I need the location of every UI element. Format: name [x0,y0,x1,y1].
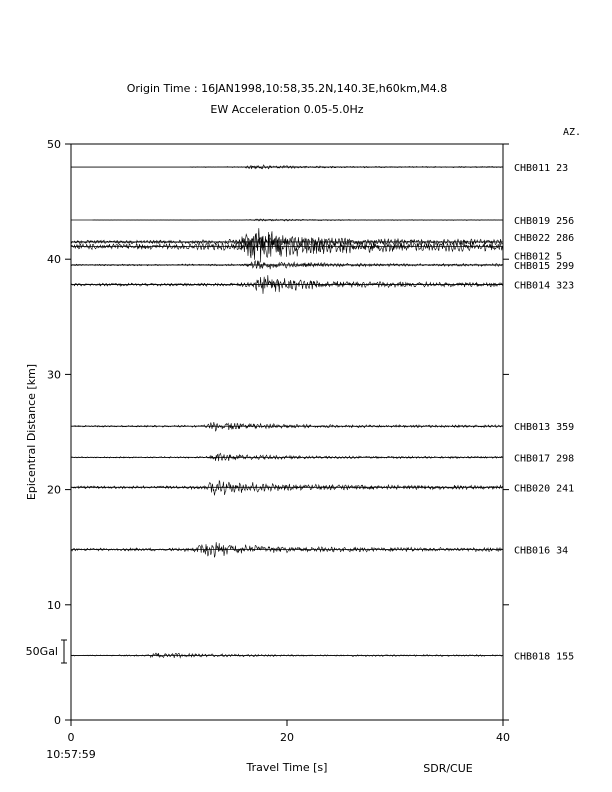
x-tick-label: 0 [68,731,75,744]
waveform-chb020 [70,479,503,496]
credit-label: SDR/CUE [423,762,473,775]
x-axis-title: Travel Time [s] [246,761,328,774]
station-label-chb015: CHB015 299 [514,261,574,272]
waveform-chb013 [70,421,503,432]
axis-ticks: 0 10 20 30 40 50 0 20 40 [47,138,510,744]
station-label-chb017: CHB017 298 [514,453,574,464]
waveform-chb019 [92,218,503,222]
start-time-label: 10:57:59 [46,748,95,761]
waveform-chb018 [70,652,503,659]
y-tick-label: 30 [47,368,61,381]
station-label-chb020: CHB020 241 [514,483,574,494]
station-label-chb011: CHB011 23 [514,163,568,174]
station-label-chb014: CHB014 323 [514,281,574,292]
station-label-chb019: CHB019 256 [514,216,574,227]
station-label-chb016: CHB016 34 [514,546,568,557]
x-tick-label: 40 [496,731,510,744]
x-tick-label: 20 [280,731,294,744]
waveform-traces [70,164,503,659]
chart-title: Origin Time : 16JAN1998,10:58,35.2N,140.… [127,82,448,95]
station-label-chb022: CHB022 286 [514,233,574,244]
scale-bar-label: 50Gal [26,645,58,658]
y-tick-label: 10 [47,599,61,612]
azimuth-column-header: AZ. [563,127,581,138]
waveform-chb016 [70,542,503,558]
plot-frame [70,143,504,721]
waveform-chb011 [189,164,503,170]
waveform-chb022 [70,233,503,254]
y-axis-title: Epicentral Distance [km] [25,364,38,500]
station-label-chb013: CHB013 359 [514,422,574,433]
waveform-chb015 [70,259,503,270]
chart-subtitle: EW Acceleration 0.05-5.0Hz [210,103,363,116]
y-tick-label: 50 [47,138,61,151]
station-label-chb018: CHB018 155 [514,651,574,662]
waveform-chb017 [71,452,503,462]
y-tick-label: 0 [54,714,61,727]
y-tick-label: 20 [47,484,61,497]
waveform-chb012 [70,228,503,263]
y-tick-label: 40 [47,253,61,266]
station-label-chb012: CHB012 5 [514,252,562,263]
waveform-chb014 [70,275,503,294]
